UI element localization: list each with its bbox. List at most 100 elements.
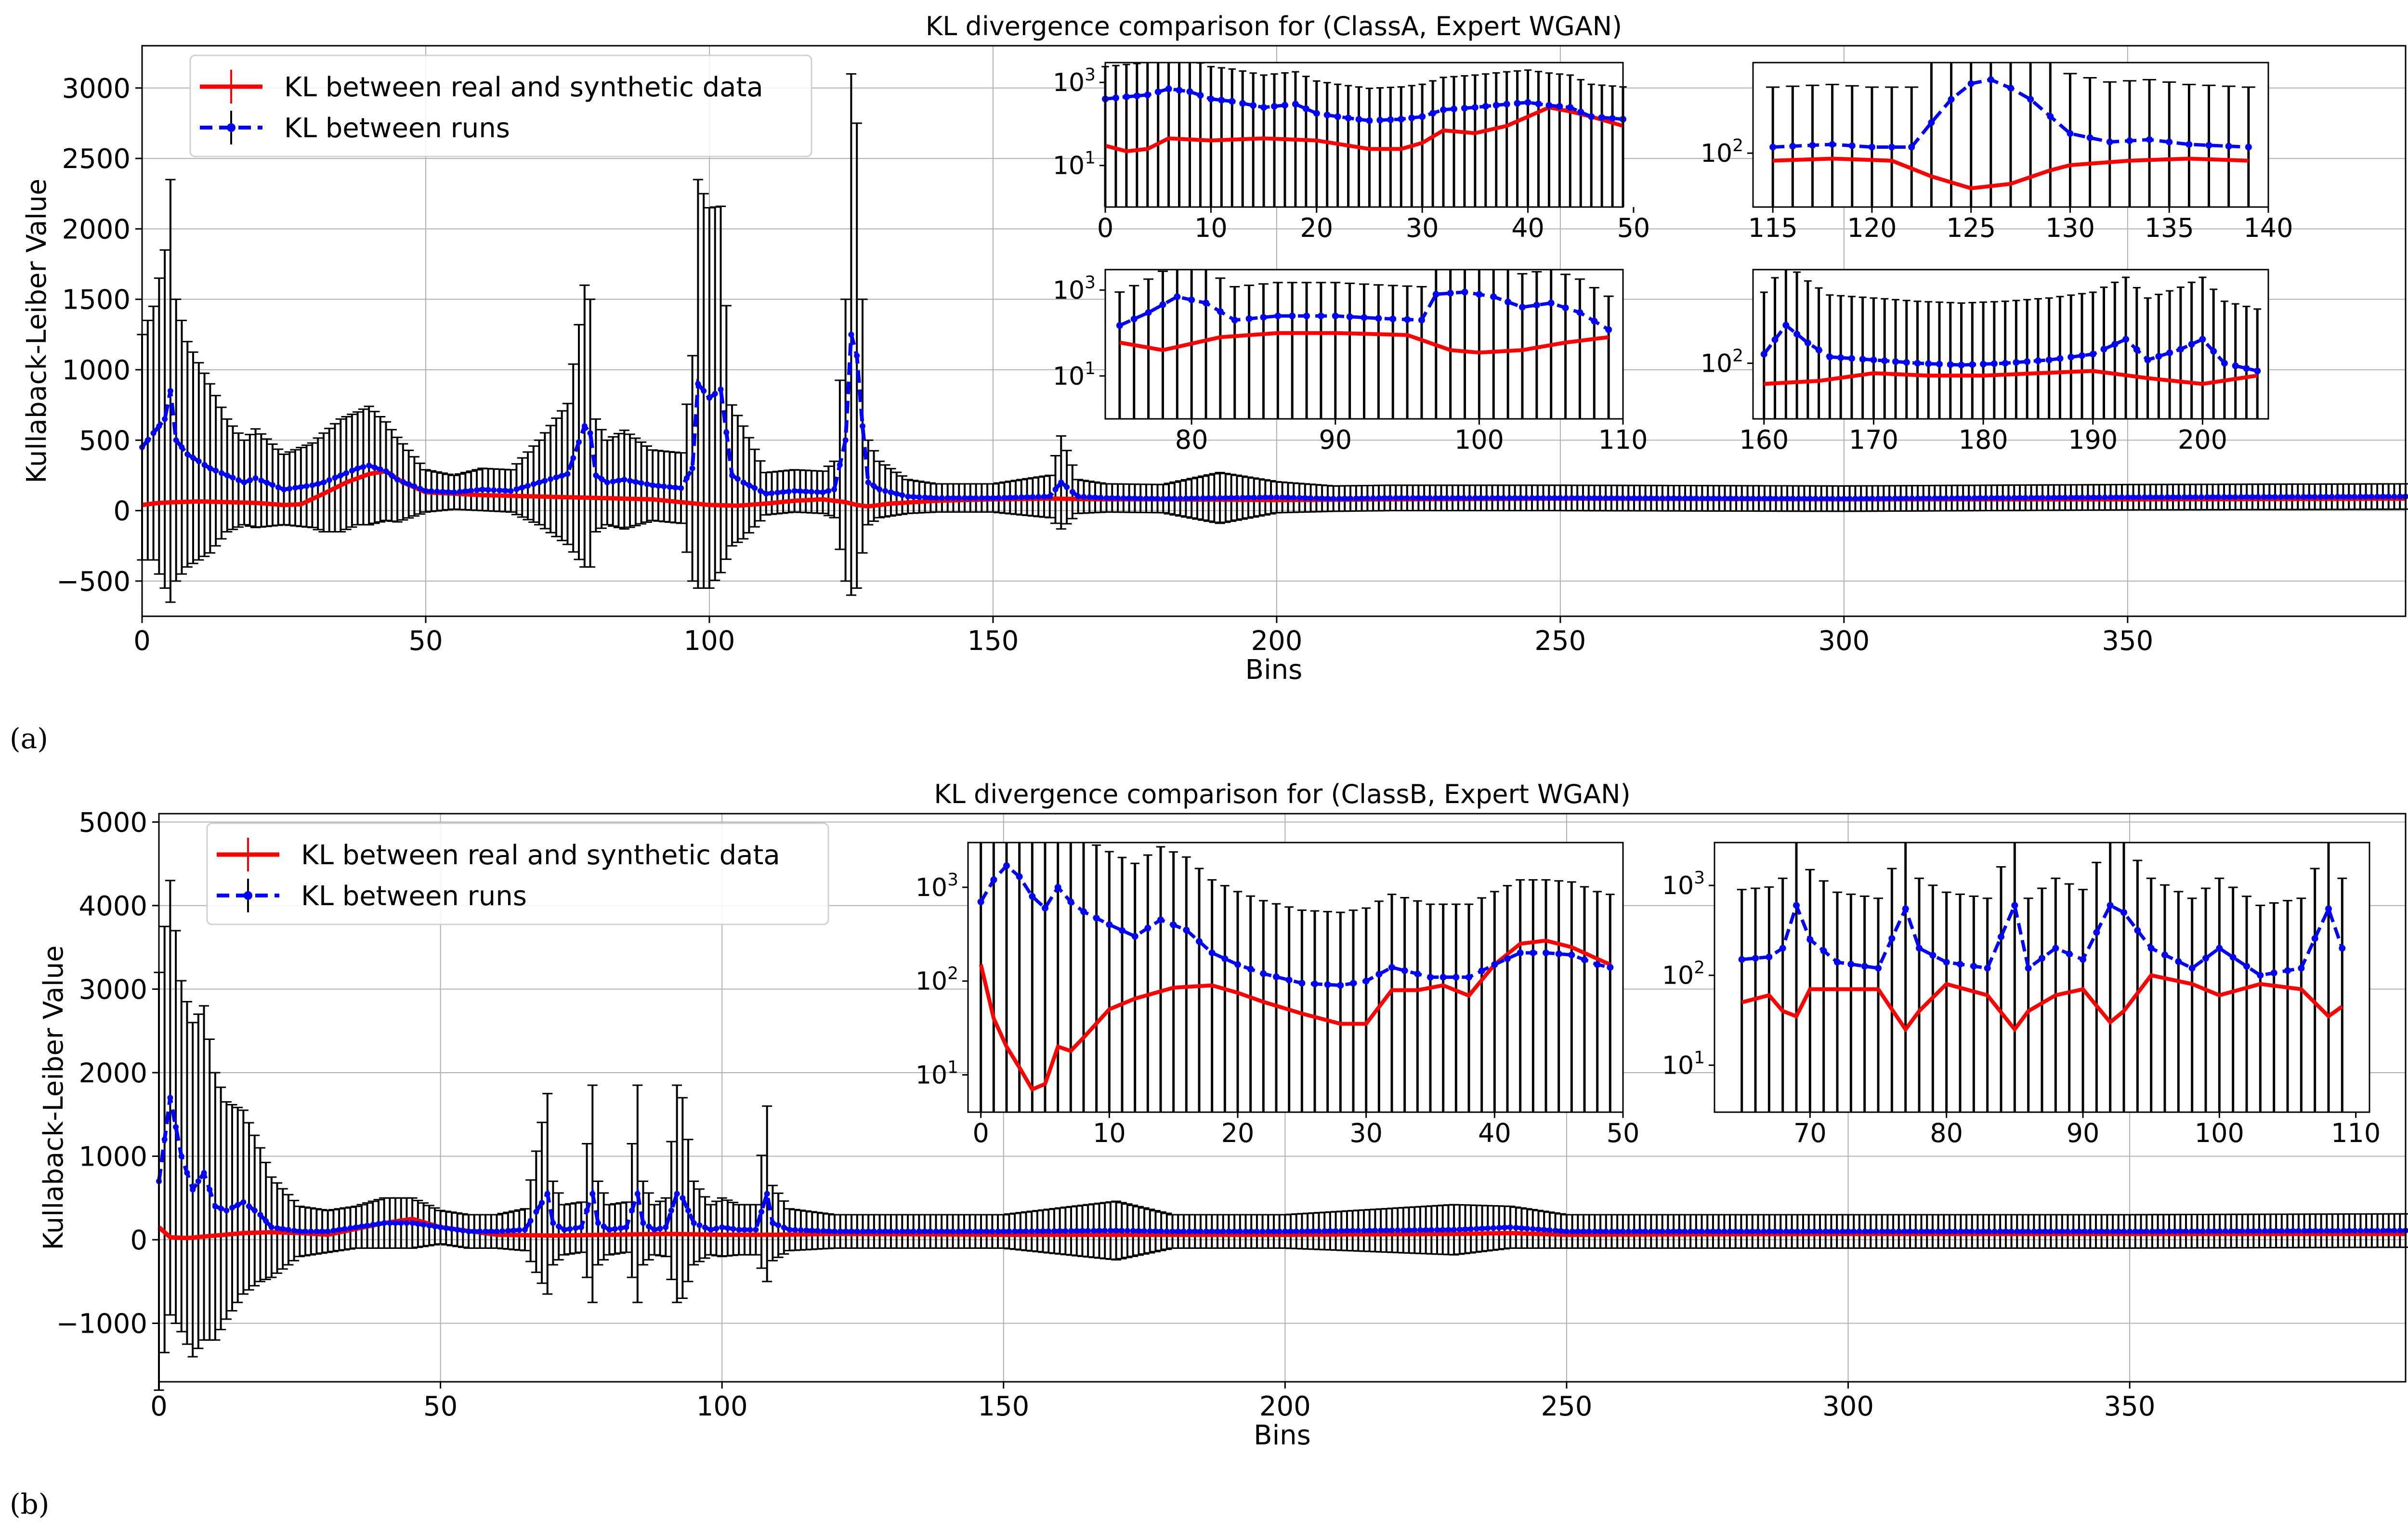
data-point: [1490, 1225, 1496, 1231]
data-point: [1064, 484, 1070, 490]
inset-border: [1752, 62, 2269, 208]
data-point: [2132, 1228, 2138, 1234]
data-point: [494, 1228, 500, 1234]
data-point: [2329, 1228, 2336, 1234]
data-point: [1569, 1228, 1575, 1234]
data-point: [213, 467, 219, 474]
data-point: [2040, 494, 2046, 501]
series-real-line: [142, 468, 2406, 509]
data-point: [308, 1228, 314, 1234]
data-point: [763, 491, 769, 497]
data-point: [888, 489, 894, 495]
data-point: [2210, 494, 2216, 500]
data-point: [1476, 291, 1483, 298]
data-point: [1466, 495, 1473, 501]
data-point: [162, 416, 168, 422]
data-point: [786, 1227, 793, 1233]
data-point: [2166, 349, 2173, 356]
data-point: [781, 1224, 787, 1231]
data-point: [2126, 137, 2133, 144]
data-point: [297, 1228, 303, 1234]
data-point: [559, 472, 565, 479]
data-point: [1529, 495, 1535, 501]
data-point: [587, 430, 593, 436]
data-point: [1793, 330, 1801, 338]
data-point: [1171, 495, 1178, 502]
data-point: [466, 1228, 472, 1234]
data-point: [632, 479, 639, 485]
data-point: [967, 495, 973, 501]
data-point: [415, 1221, 421, 1227]
inset-chart: 70 80 90 100 110 101 102 103: [1662, 842, 2381, 1148]
data-point: [1693, 495, 1700, 501]
data-point: [1398, 116, 1405, 123]
data-point: [1862, 1228, 1868, 1234]
data-point: [1994, 495, 2000, 501]
data-point: [1189, 495, 1195, 501]
data-point: [1518, 304, 1526, 311]
data-point: [2110, 1228, 2116, 1234]
data-point: [1868, 1228, 1874, 1234]
data-point: [2124, 494, 2131, 500]
data-point: [1605, 326, 1612, 333]
data-point: [2251, 1228, 2257, 1234]
data-point: [223, 1207, 230, 1214]
data-point: [2255, 494, 2261, 500]
data-point: [1772, 1228, 1778, 1234]
data-point: [640, 1220, 646, 1226]
data-point: [1793, 902, 1800, 909]
x-tick-label: 300: [1822, 1391, 1874, 1422]
data-point: [1769, 143, 1777, 151]
data-point: [2324, 1228, 2330, 1234]
data-point: [2104, 1228, 2110, 1234]
data-point: [1054, 883, 1061, 891]
data-point: [1293, 1228, 1299, 1234]
data-point: [2357, 1228, 2364, 1234]
data-point: [1311, 980, 1318, 987]
data-point: [2002, 1228, 2009, 1234]
inset-x-tick-label: 170: [1849, 425, 1898, 455]
data-point: [1782, 322, 1790, 329]
data-point: [1262, 494, 1269, 501]
data-point: [381, 1220, 387, 1226]
data-point: [1106, 921, 1113, 928]
data-point: [375, 1221, 381, 1227]
data-point: [1504, 955, 1511, 962]
data-point: [1136, 1228, 1142, 1234]
data-point: [1310, 1228, 1316, 1234]
data-point: [2369, 493, 2375, 500]
data-point: [808, 489, 814, 495]
data-point: [644, 481, 650, 487]
data-point: [1771, 336, 1779, 343]
data-point: [1699, 1228, 1705, 1234]
data-point: [2226, 494, 2233, 500]
data-point: [764, 1191, 770, 1197]
x-tick-label: 350: [2102, 625, 2153, 657]
data-point: [638, 480, 644, 486]
data-point: [1903, 359, 1910, 366]
data-point: [201, 1170, 207, 1176]
data-point: [325, 1228, 331, 1234]
chart-title: KL divergence comparison for (ClassA, Ex…: [926, 11, 1622, 41]
data-point: [2115, 1228, 2121, 1234]
data-point: [1366, 1227, 1373, 1233]
data-point: [1861, 962, 1868, 970]
data-point: [865, 1228, 872, 1234]
data-point: [1837, 354, 1845, 361]
data-point: [394, 477, 401, 483]
data-point: [218, 1205, 224, 1211]
data-point: [1738, 956, 1745, 963]
data-point: [1784, 495, 1791, 502]
data-point: [1752, 955, 1759, 962]
data-point: [2270, 969, 2277, 976]
x-tick-label: 0: [133, 625, 151, 657]
data-point: [1350, 980, 1357, 987]
data-point: [2048, 1228, 2054, 1234]
data-point: [2391, 493, 2397, 500]
data-point: [1067, 898, 1074, 906]
data-point: [2341, 1228, 2347, 1234]
data-point: [1410, 495, 1416, 501]
data-point: [1739, 495, 1745, 502]
data-point: [2068, 353, 2075, 361]
data-point: [696, 1222, 703, 1228]
